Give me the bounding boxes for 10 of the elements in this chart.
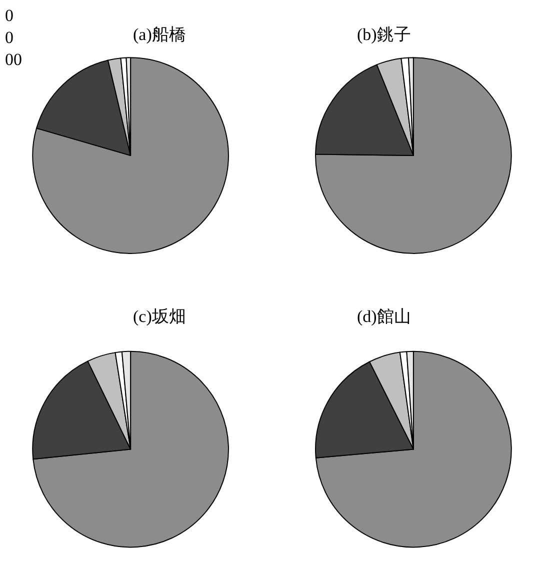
chart-title: (d)館山 (357, 307, 411, 326)
pie-slice (32, 350, 229, 548)
pie-slice (36, 60, 132, 156)
chart-title: (a)船橋 (133, 25, 186, 44)
text: 0 0 00 (5, 6, 22, 70)
chart-title: (c)坂畑 (133, 307, 186, 326)
pie-slice (32, 57, 229, 254)
pie-slice (315, 57, 512, 254)
chart-title: (b)銚子 (357, 25, 411, 44)
pie-slice (315, 350, 512, 548)
